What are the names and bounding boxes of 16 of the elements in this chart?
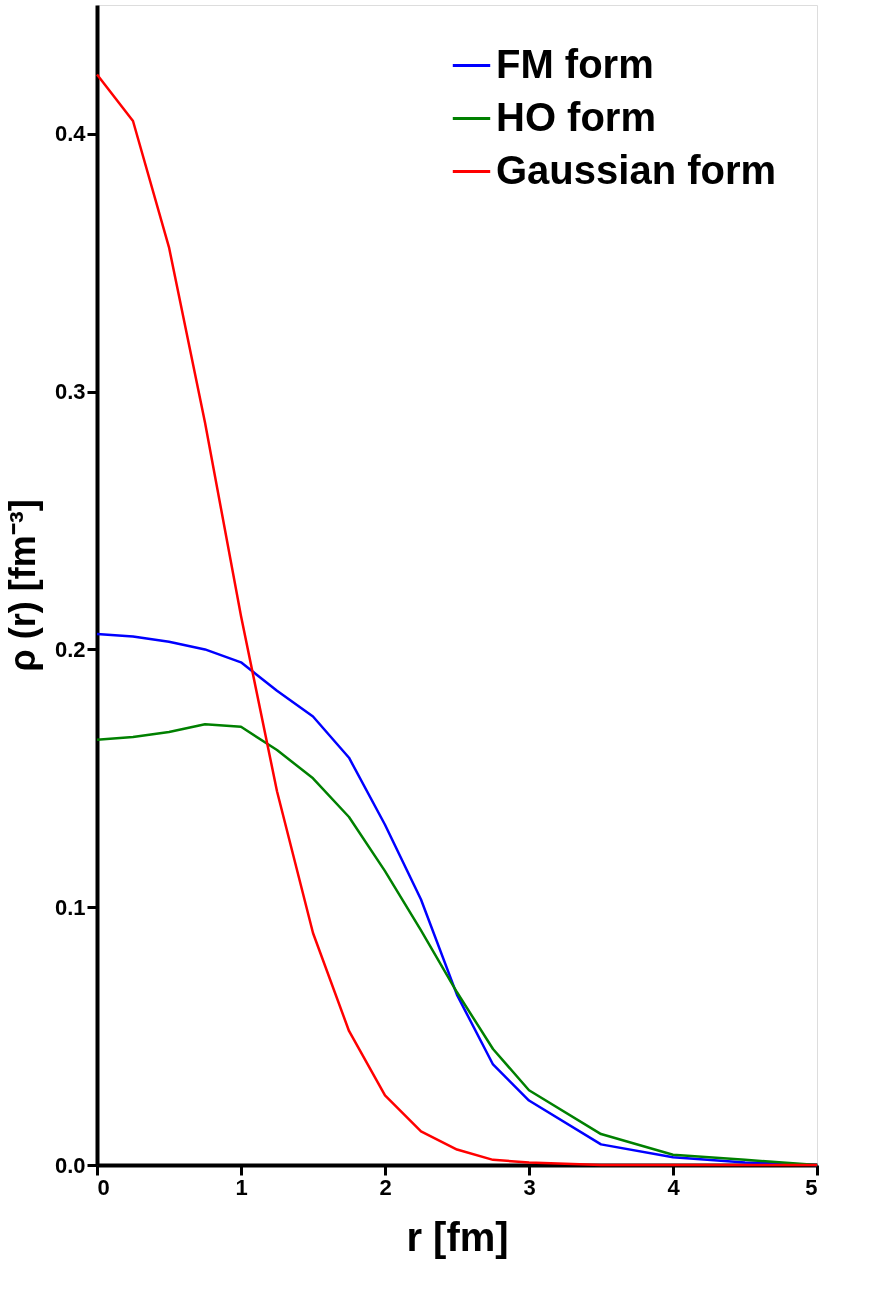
x-tick-label: 2	[379, 1174, 392, 1200]
x-tick-label: 3	[523, 1174, 536, 1200]
y-tick-label: 0.4	[54, 121, 87, 147]
x-tick-label: 0	[97, 1174, 110, 1200]
y-tick-label: 0.1	[54, 894, 86, 920]
x-tick-label: 4	[667, 1174, 681, 1200]
y-tick-label: 0.2	[54, 636, 86, 662]
legend-label: FM form	[496, 41, 654, 86]
y-tick-label: 0.3	[54, 379, 86, 405]
y-tick-label: 0.0	[54, 1152, 86, 1178]
legend-label: Gaussian form	[496, 147, 777, 192]
y-axis-title: ρ (r) [fm⁻³]	[1, 499, 43, 672]
x-tick-label: 5	[805, 1174, 818, 1200]
legend-label: HO form	[496, 94, 656, 139]
x-tick-label: 1	[235, 1174, 248, 1200]
x-axis-title: r [fm]	[406, 1214, 509, 1259]
